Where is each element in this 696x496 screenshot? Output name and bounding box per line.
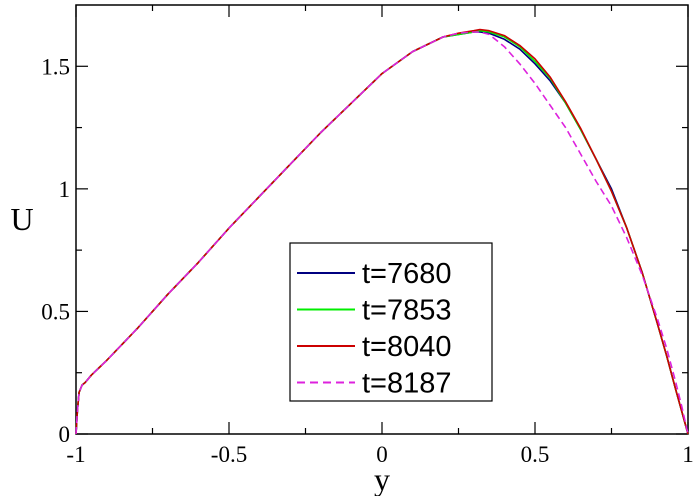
x-tick-label: 1 xyxy=(682,442,694,467)
tick-labels: -1 -0.5 0 0.5 1 0 0.5 1 1.5 xyxy=(41,54,694,467)
series-line-4 xyxy=(75,31,689,435)
x-tick-label: -1 xyxy=(66,442,85,467)
x-tick-label: -0.5 xyxy=(211,442,247,467)
y-tick-label: 0 xyxy=(59,422,71,447)
legend-entry-label: t=7853 xyxy=(362,295,452,327)
series-line-3 xyxy=(75,28,689,435)
legend-entry-label: t=8187 xyxy=(362,368,452,400)
y-tick-label: 1 xyxy=(59,177,71,202)
y-axis-label: U xyxy=(10,201,33,237)
legend: t=7680 t=7853 t=8040 t=8187 xyxy=(289,242,493,402)
y-tick-label: 1.5 xyxy=(41,54,70,79)
legend-box xyxy=(289,242,493,402)
x-tick-label: 0 xyxy=(376,442,388,467)
x-tick-label: 0.5 xyxy=(521,442,550,467)
y-tick-label: 0.5 xyxy=(41,299,70,324)
x-axis-label: y xyxy=(374,461,390,496)
legend-entry-label: t=7680 xyxy=(362,258,452,290)
legend-entry-label: t=8040 xyxy=(362,331,452,363)
series-lines xyxy=(75,28,689,435)
